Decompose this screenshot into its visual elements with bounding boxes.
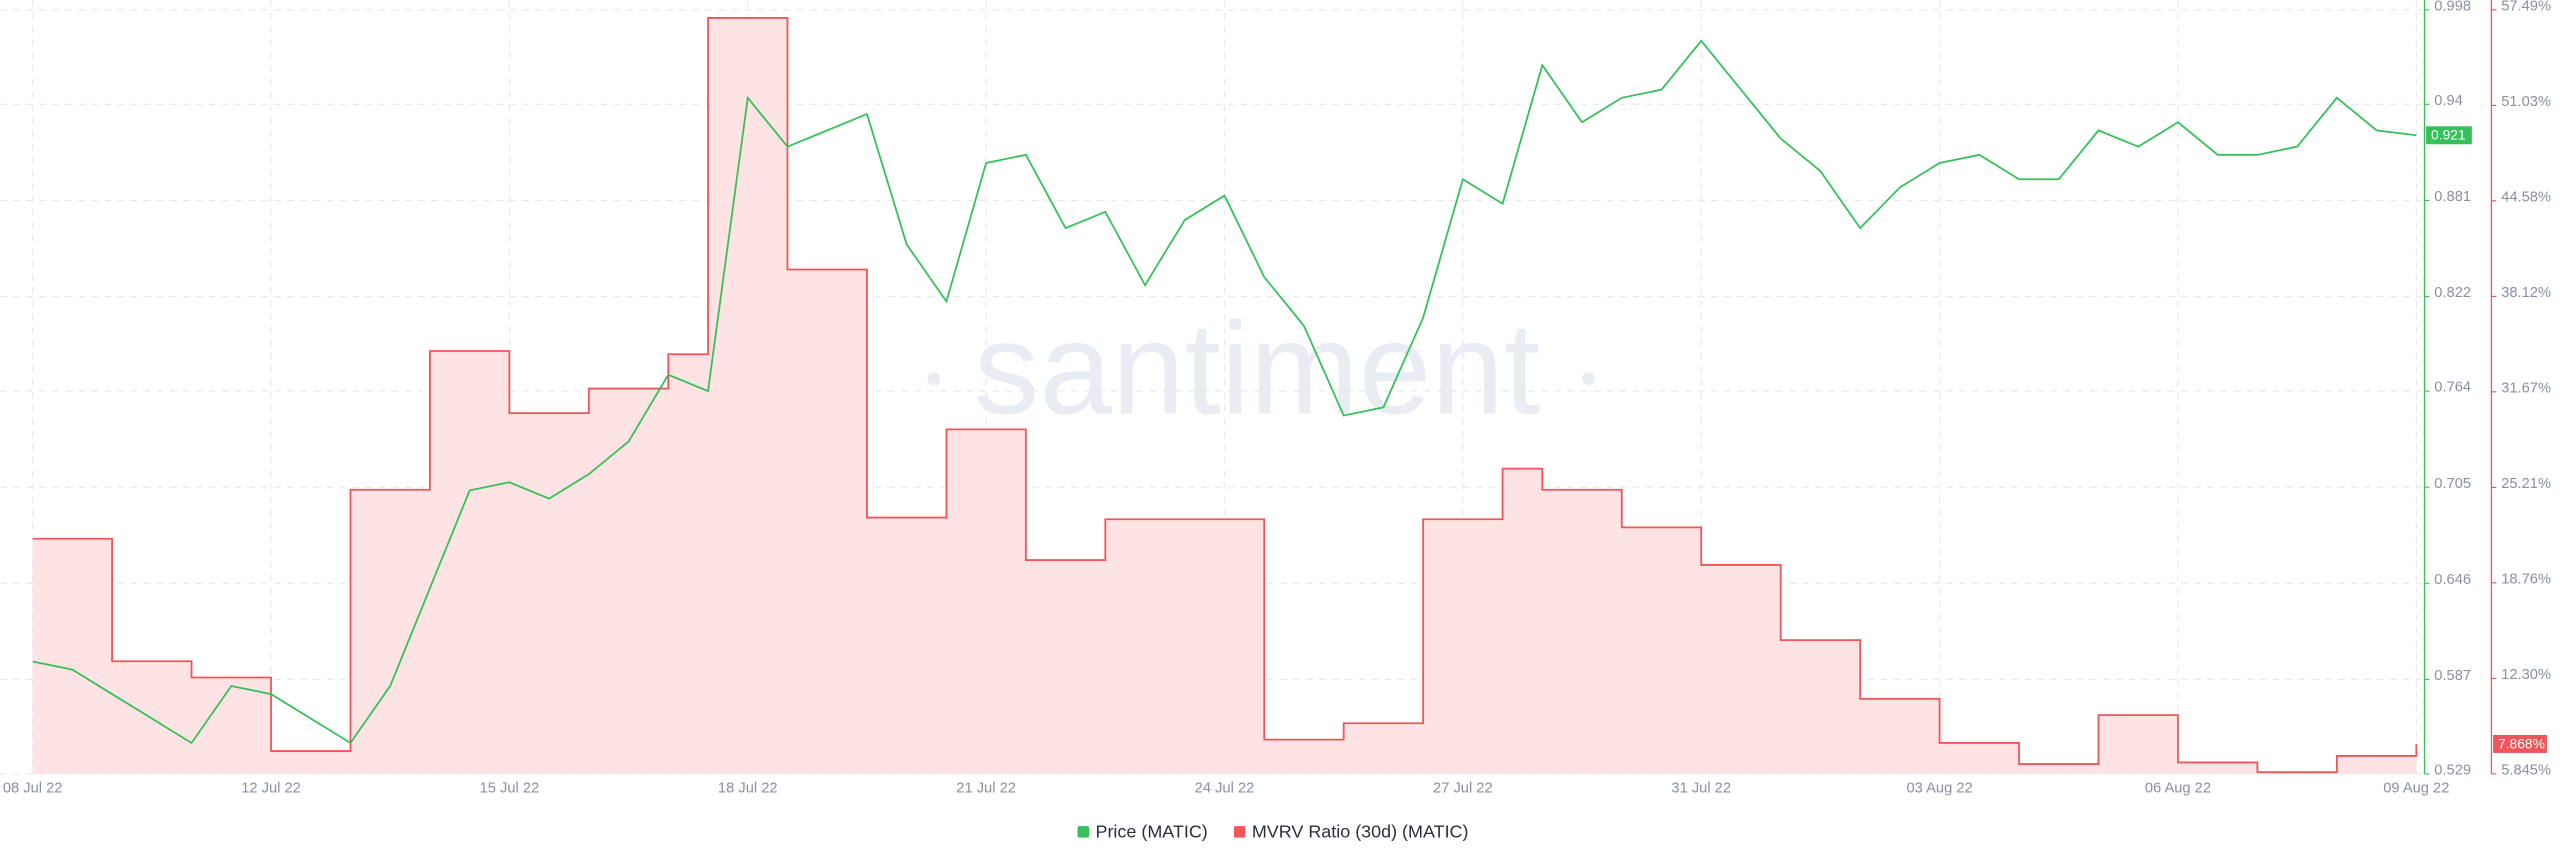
y2-tick-label: 57.49% (2501, 0, 2551, 14)
y-tick-label: 0.94 (2434, 93, 2463, 109)
x-tick-label: 12 Jul 22 (241, 780, 301, 796)
legend-label: Price (MATIC) (1096, 821, 1208, 841)
y2-tick-label: 31.67% (2501, 380, 2551, 396)
watermark-dot (1582, 372, 1596, 386)
x-tick-label: 31 Jul 22 (1671, 780, 1731, 796)
legend-swatch (1233, 826, 1246, 838)
y2-tick-label: 18.76% (2501, 571, 2551, 587)
x-tick-label: 27 Jul 22 (1433, 780, 1493, 796)
legend-label: MVRV Ratio (30d) (MATIC) (1252, 821, 1469, 841)
y2-tick-label: 51.03% (2501, 94, 2551, 110)
y-tick-label: 0.705 (2434, 476, 2471, 492)
watermark: santiment (974, 295, 1540, 441)
x-tick-label: 09 Aug 22 (2383, 780, 2449, 796)
x-tick-label: 15 Jul 22 (480, 780, 540, 796)
x-tick-label: 06 Aug 22 (2145, 780, 2211, 796)
y-tick-label: 0.998 (2434, 0, 2471, 14)
y2-tick-label: 38.12% (2501, 285, 2551, 301)
x-tick-label: 08 Jul 22 (3, 780, 63, 796)
area (32, 17, 2417, 774)
series-line (32, 17, 2418, 774)
x-tick-label: 24 Jul 22 (1195, 780, 1255, 796)
current-label: 7.868% (2498, 735, 2545, 751)
x-tick-label: 03 Aug 22 (1907, 780, 1973, 796)
current-badge (2426, 126, 2472, 145)
y-tick-label: 0.822 (2434, 285, 2471, 301)
y2-tick-label: 12.30% (2501, 667, 2551, 683)
y-tick-label: 0.529 (2434, 763, 2471, 779)
y-tick-label: 0.646 (2434, 572, 2471, 588)
current-label: 0.921 (2431, 127, 2466, 143)
y2-tick-label: 25.21% (2501, 476, 2551, 492)
y2-tick-label: 44.58% (2501, 189, 2551, 205)
x-tick-label: 18 Jul 22 (718, 780, 778, 796)
y-tick-label: 0.881 (2434, 189, 2471, 205)
series-line (32, 39, 2417, 745)
x-tick-label: 21 Jul 22 (956, 780, 1016, 796)
y2-tick-label: 5.845% (2501, 763, 2551, 779)
y-tick-label: 0.587 (2434, 668, 2471, 684)
y-tick-label: 0.764 (2434, 380, 2471, 396)
current-badge (2493, 734, 2547, 753)
legend-swatch (1077, 826, 1089, 838)
watermark-dot (927, 372, 941, 386)
